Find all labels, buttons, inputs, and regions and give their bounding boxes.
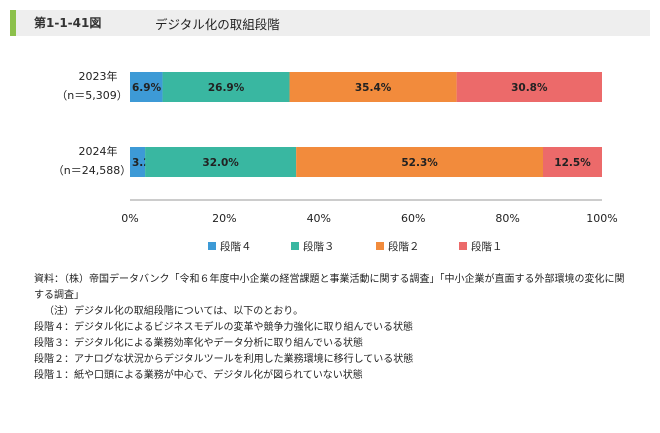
x-tick-label: 20% (212, 212, 236, 225)
legend-swatch (208, 242, 216, 250)
bar-segment (289, 72, 457, 102)
data-label: 6.9% (132, 82, 162, 94)
stage-1-description: 段階１：紙や口頭による業務が中心で、デジタル化が図られていない状態 (34, 370, 363, 381)
figure-header: 第1-1-41図 デジタル化の取組段階 (10, 10, 650, 36)
data-label: 35.4% (355, 82, 392, 94)
x-tick-label: 60% (401, 212, 425, 225)
category-label-n: （n＝5,309） (56, 89, 127, 102)
bar-segment (162, 72, 290, 102)
stacked-bar-chart: 2023年 （n＝5,309） 2024年 （n＝24,588） 6.9% 26.9% 35… (53, 69, 618, 253)
legend-swatch (459, 242, 467, 250)
data-label: 32.0% (202, 157, 239, 169)
legend-swatch (376, 242, 384, 250)
x-tick-label: 40% (307, 212, 331, 225)
legend-label: 段階３ (303, 240, 335, 253)
data-label: 52.3% (401, 157, 438, 169)
legend-label: 段階２ (388, 240, 420, 253)
data-label: 30.8% (511, 82, 548, 94)
stage-4-description: 段階４：デジタル化によるビジネスモデルの変革や競争力強化に取り組んでいる状態 (34, 322, 413, 333)
category-label-year: 2024年 (79, 144, 118, 158)
note-intro: （注）デジタル化の取組段階については、以下のとおり。 (44, 306, 304, 317)
data-label: 26.9% (208, 82, 245, 94)
legend-label: 段階１ (471, 240, 503, 253)
bar-segment (130, 147, 146, 177)
stage-2-description: 段階２：アナログな状況からデジタルツールを利用した業務環境に移行している状態 (34, 354, 414, 365)
bar-segment (456, 72, 602, 102)
bar-segment (145, 147, 297, 177)
header-accent-bar (10, 10, 16, 36)
x-tick-label: 0% (121, 212, 138, 225)
source-note: 資料：（株）帝国データバンク「令和６年度中小企業の経営課題と事業活動に関する調査… (34, 274, 625, 301)
category-label-year: 2023年 (79, 69, 118, 83)
bar-segment (543, 147, 602, 177)
x-tick-label: 80% (495, 212, 519, 225)
notes: 資料：（株）帝国データバンク「令和６年度中小企業の経営課題と事業活動に関する調査… (34, 272, 634, 384)
figure-number: 第1-1-41図 (34, 16, 102, 30)
x-tick-label: 100% (586, 212, 617, 225)
bar-segment (296, 147, 543, 177)
legend-swatch (291, 242, 299, 250)
bar-segment (130, 72, 163, 102)
figure-title: デジタル化の取組段階 (155, 17, 280, 32)
stage-3-description: 段階３：デジタル化による業務効率化やデータ分析に取り組んでいる状態 (34, 338, 363, 349)
data-label: 12.5% (554, 157, 591, 169)
legend-label: 段階４ (220, 240, 252, 253)
category-label-n: （n＝24,588） (53, 164, 131, 177)
